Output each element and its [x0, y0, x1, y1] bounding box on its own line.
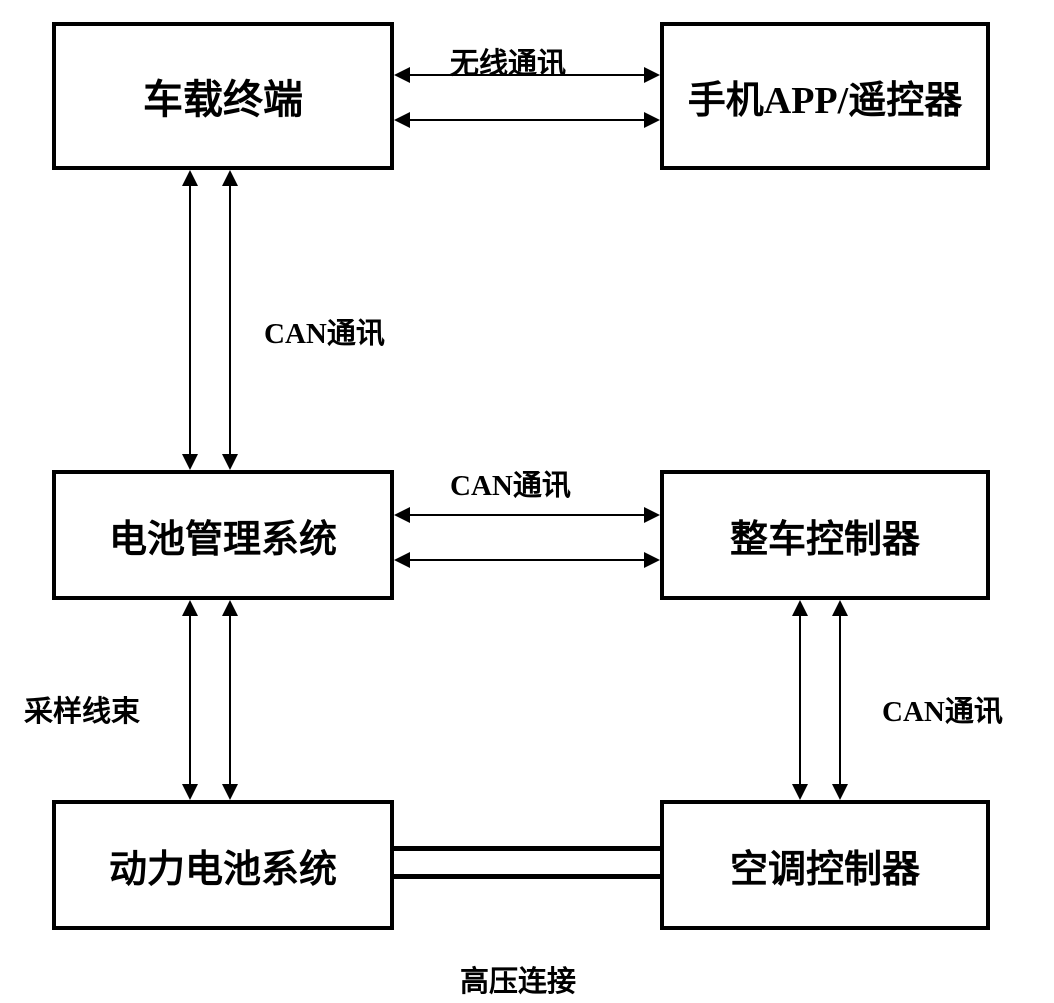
edge-bms-battery-head2u	[222, 600, 238, 616]
terminal-label: 车载终端	[143, 67, 303, 125]
edge-bms-battery-label: 采样线束	[24, 688, 140, 730]
edge-battery-ac-label: 高压连接	[460, 958, 576, 1000]
edge-bms-vcu-head2l	[394, 552, 410, 568]
edge-bms-vcu-label: CAN通讯	[450, 462, 571, 504]
edge-bms-vcu-head1l	[394, 507, 410, 523]
vcu-label: 整车控制器	[730, 508, 920, 563]
edge-terminal-app-line2	[410, 119, 644, 121]
battery-label: 动力电池系统	[109, 838, 337, 893]
edge-terminal-app-line1	[410, 74, 644, 76]
ac-box: 空调控制器	[660, 800, 990, 930]
edge-terminal-bms-head2u	[222, 170, 238, 186]
edge-vcu-ac-line1	[799, 616, 801, 784]
edge-bms-battery-head2d	[222, 784, 238, 800]
edge-vcu-ac-head1d	[792, 784, 808, 800]
edge-terminal-bms-line1	[189, 186, 191, 454]
edge-terminal-app-head2r	[644, 112, 660, 128]
vcu-box: 整车控制器	[660, 470, 990, 600]
battery-box: 动力电池系统	[52, 800, 394, 930]
edge-terminal-bms-label: CAN通讯	[264, 310, 385, 352]
ac-label: 空调控制器	[730, 838, 920, 893]
edge-bms-vcu-head2r	[644, 552, 660, 568]
edge-battery-ac-line2	[394, 874, 660, 879]
edge-terminal-app-head2l	[394, 112, 410, 128]
bms-box: 电池管理系统	[52, 470, 394, 600]
edge-bms-vcu-line1	[410, 514, 644, 516]
edge-vcu-ac-label: CAN通讯	[882, 688, 1003, 730]
edge-vcu-ac-head2d	[832, 784, 848, 800]
edge-bms-battery-line1	[189, 616, 191, 784]
edge-bms-battery-head1u	[182, 600, 198, 616]
edge-vcu-ac-line2	[839, 616, 841, 784]
app-box: 手机APP/遥控器	[660, 22, 990, 170]
edge-battery-ac-line1	[394, 846, 660, 851]
terminal-box: 车载终端	[52, 22, 394, 170]
edge-terminal-bms-head1u	[182, 170, 198, 186]
edge-vcu-ac-head1u	[792, 600, 808, 616]
edge-terminal-bms-line2	[229, 186, 231, 454]
edge-terminal-bms-head1d	[182, 454, 198, 470]
edge-bms-battery-line2	[229, 616, 231, 784]
app-label: 手机APP/遥控器	[688, 69, 962, 124]
edge-vcu-ac-head2u	[832, 600, 848, 616]
bms-label: 电池管理系统	[109, 508, 337, 563]
edge-bms-battery-head1d	[182, 784, 198, 800]
edge-terminal-bms-head2d	[222, 454, 238, 470]
edge-terminal-app-head1r	[644, 67, 660, 83]
edge-terminal-app-head1l	[394, 67, 410, 83]
edge-bms-vcu-line2	[410, 559, 644, 561]
edge-bms-vcu-head1r	[644, 507, 660, 523]
